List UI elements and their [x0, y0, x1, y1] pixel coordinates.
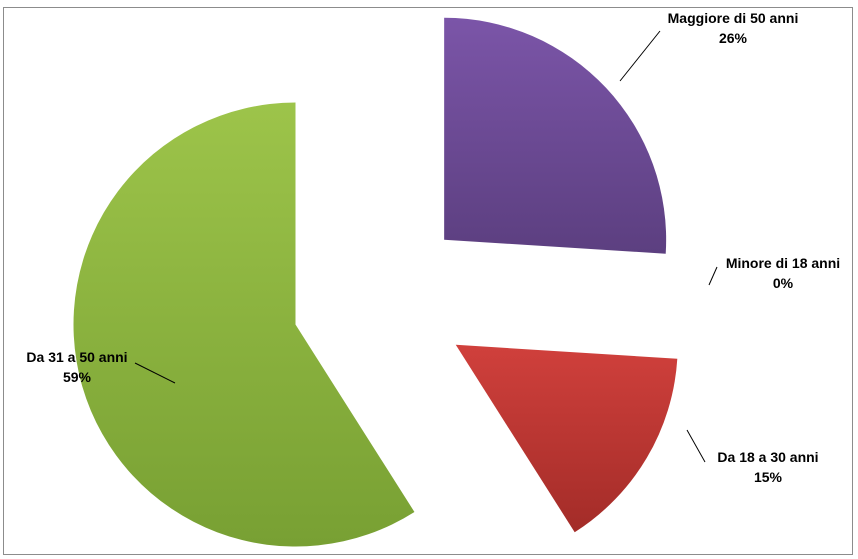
- pie-slice: [73, 102, 415, 547]
- data-label: Da 18 a 30 anni 15%: [717, 449, 818, 485]
- data-label-value: 0%: [773, 275, 794, 291]
- data-label-value: 15%: [754, 469, 783, 485]
- data-label-category: Da 31 a 50 anni: [26, 349, 127, 365]
- data-label-category: Da 18 a 30 anni: [717, 449, 818, 465]
- data-label: Maggiore di 50 anni 26%: [668, 10, 799, 46]
- leader-line: [619, 30, 661, 82]
- leader-line: [708, 266, 718, 286]
- data-label-value: 26%: [719, 30, 748, 46]
- leader-line: [134, 362, 176, 384]
- leader-lines: [134, 30, 718, 463]
- data-labels: Maggiore di 50 anni 26% Minore di 18 anni 0…: [26, 10, 840, 485]
- pie-slice: [444, 17, 667, 254]
- data-label-value: 59%: [63, 369, 92, 385]
- data-label-category: Maggiore di 50 anni: [668, 10, 799, 26]
- slices-layer: [73, 17, 678, 547]
- data-label: Minore di 18 anni 0%: [726, 255, 840, 291]
- pie-slice: [455, 344, 678, 533]
- leader-line: [686, 429, 706, 463]
- data-label-category: Minore di 18 anni: [726, 255, 840, 271]
- data-label: Da 31 a 50 anni 59%: [26, 349, 127, 385]
